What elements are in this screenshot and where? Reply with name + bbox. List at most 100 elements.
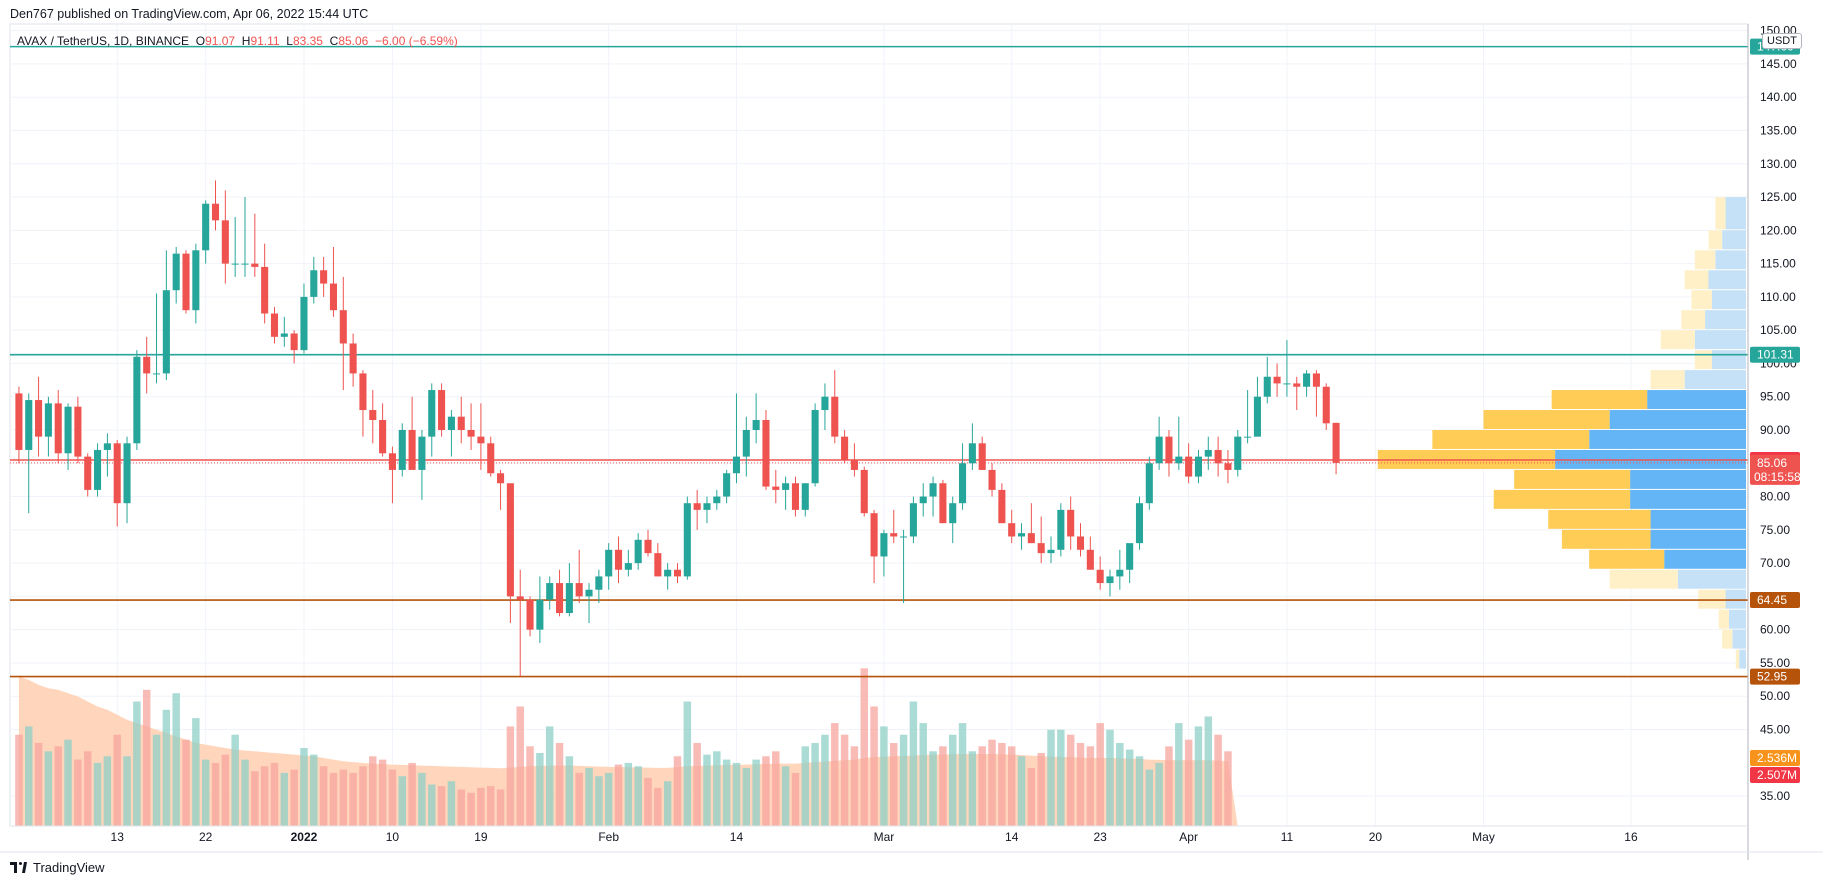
- level-tag: [1750, 592, 1800, 609]
- volume-bar: [162, 709, 171, 826]
- volume-profile-down-bar: [1609, 569, 1678, 589]
- volume-profile-up-bar: [1694, 330, 1746, 350]
- candle-body: [850, 459, 858, 470]
- price-axis-tick-label: 35.00: [1760, 789, 1790, 803]
- volume-profile-down-bar: [1708, 230, 1723, 250]
- volume-bar: [123, 756, 131, 826]
- candle-body: [25, 400, 33, 450]
- candle-body: [182, 253, 190, 311]
- candle-body: [900, 536, 908, 538]
- candle-body: [978, 443, 986, 470]
- candle-body: [84, 456, 92, 490]
- publisher-caption: Den767 published on TradingView.com, Apr…: [10, 7, 369, 21]
- candle-body: [929, 483, 937, 497]
- time-axis-tick-label: 2022: [291, 830, 318, 844]
- volume-bar: [1184, 739, 1193, 826]
- volume-bar: [850, 746, 859, 826]
- symbol-name[interactable]: AVAX / TetherUS, 1D, BINANCE: [17, 34, 190, 48]
- volume-bar: [64, 739, 72, 826]
- time-axis-tick-label: 22: [199, 830, 213, 844]
- volume-profile-down-bar: [1548, 509, 1651, 529]
- volume-ma-area: [18, 676, 1337, 826]
- candle-body: [703, 503, 711, 510]
- price-axis-tick-label: 115.00: [1760, 257, 1796, 271]
- volume-bar: [349, 772, 357, 826]
- time-axis-tick-label: 13: [111, 830, 125, 844]
- volume-profile-down-bar: [1691, 290, 1712, 310]
- candle-body: [251, 263, 259, 267]
- volume-bar: [506, 726, 515, 826]
- volume-profile-down-bar: [1561, 529, 1651, 549]
- volume-bar: [172, 693, 180, 826]
- candle-body: [1322, 386, 1330, 424]
- currency-button[interactable]: USDT: [1762, 33, 1802, 49]
- candle-body: [821, 396, 829, 411]
- volume-profile-down-bar: [1698, 589, 1726, 609]
- candle-body: [74, 406, 82, 457]
- volume-bar: [604, 772, 613, 826]
- candle-body: [172, 253, 180, 291]
- candle-body: [467, 429, 475, 437]
- volume-bar: [899, 734, 908, 826]
- change-value: −6.00 (−6.59%): [375, 34, 458, 48]
- volume-bar: [1066, 734, 1075, 826]
- volume-profile-up-bar: [1725, 589, 1746, 609]
- volume-bar: [1037, 752, 1045, 826]
- volume-bar: [968, 751, 977, 826]
- volume-bar: [103, 756, 112, 826]
- candle-body: [880, 533, 888, 557]
- candle-body: [320, 270, 328, 284]
- volume-bar: [516, 706, 524, 826]
- volume-bar: [408, 762, 416, 826]
- candle-body: [919, 496, 927, 504]
- volume-profile-up-bar: [1715, 250, 1746, 270]
- volume-bar: [909, 701, 918, 826]
- candle-body: [968, 443, 976, 464]
- candle-body: [1116, 569, 1124, 577]
- time-axis-tick-label: 19: [474, 830, 488, 844]
- candle-body: [634, 539, 642, 564]
- volume-bar: [742, 767, 751, 826]
- volume-profile-up-bar: [1722, 230, 1746, 250]
- time-axis-tick-label: 14: [1005, 830, 1019, 844]
- candle-body: [683, 503, 691, 577]
- volume-profile-down-bar: [1722, 629, 1733, 649]
- candle-body: [909, 503, 917, 537]
- candle-body: [959, 463, 967, 504]
- volume-profile-down-bar: [1735, 649, 1740, 669]
- candle-body: [742, 429, 750, 457]
- candle-body: [1106, 576, 1114, 584]
- candle-body: [565, 583, 573, 614]
- symbol-legend[interactable]: AVAX / TetherUS, 1D, BINANCE O91.07 H91.…: [17, 34, 458, 48]
- level-tag: [1750, 346, 1800, 363]
- time-axis-tick-label: 14: [730, 830, 744, 844]
- volume-bar: [378, 759, 387, 826]
- volume-profile-down-bar: [1684, 270, 1709, 290]
- volume-bar: [1076, 743, 1085, 826]
- tradingview-logo-icon: [10, 862, 28, 873]
- volume-bar: [359, 766, 367, 826]
- volume-bar: [310, 754, 318, 826]
- volume-bar: [211, 762, 220, 826]
- candle-body: [290, 333, 298, 351]
- candle-body: [860, 469, 868, 514]
- volume-profile-up-bar: [1711, 290, 1746, 310]
- candle-body: [438, 390, 446, 430]
- volume-bar: [1047, 729, 1055, 826]
- candle-body: [398, 429, 406, 470]
- candle-body: [418, 436, 426, 470]
- time-axis-tick-label: May: [1472, 830, 1495, 844]
- candle-body: [64, 406, 72, 454]
- volume-bar: [290, 769, 298, 826]
- volume-bar: [890, 743, 898, 826]
- volume-bar: [1096, 723, 1104, 826]
- volume-bar: [555, 743, 564, 826]
- volume-last-tag: [1750, 767, 1800, 783]
- volume-profile-up-bar: [1728, 609, 1746, 629]
- volume-bar: [811, 743, 819, 826]
- footer-brand[interactable]: TradingView: [10, 860, 105, 875]
- volume-profile-down-bar: [1660, 330, 1695, 350]
- candle-body: [1037, 543, 1045, 554]
- candle-body: [870, 513, 878, 557]
